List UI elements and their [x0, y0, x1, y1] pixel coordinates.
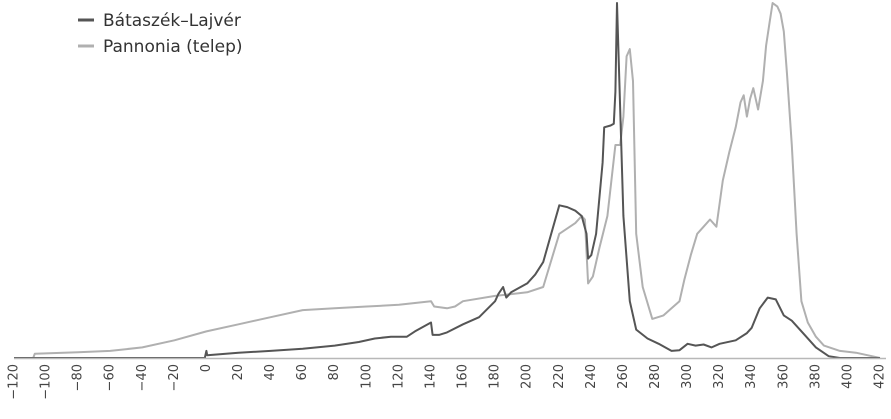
legend-item-bataszek: Bátaszék–Lajvér — [78, 11, 241, 31]
x-tick-label: 240 — [584, 364, 599, 389]
x-tick-label: 140 — [423, 364, 438, 389]
series-line-0 — [14, 2, 880, 359]
x-tick-label: 100 — [359, 364, 374, 389]
x-tick-label: 60 — [295, 364, 310, 381]
x-tick-label: −20 — [167, 364, 182, 391]
x-tick-label: 0 — [199, 364, 214, 372]
legend-label-bataszek: Bátaszék–Lajvér — [103, 11, 241, 31]
series-layer — [14, 2, 881, 359]
x-tick-label: 300 — [680, 364, 695, 389]
x-tick-label: 20 — [231, 364, 246, 381]
legend: Bátaszék–Lajvér Pannonia (telep) — [78, 11, 243, 57]
legend-item-pannonia: Pannonia (telep) — [78, 37, 243, 57]
x-tick-label: 340 — [744, 364, 759, 389]
x-tick-label: 40 — [263, 364, 278, 381]
x-tick-label: 260 — [616, 364, 631, 389]
series-line-1 — [14, 2, 881, 359]
x-tick-label: 180 — [488, 364, 503, 389]
x-tick-label: 400 — [840, 364, 855, 389]
x-tick-label: −100 — [39, 364, 54, 400]
x-tick-label: 280 — [648, 364, 663, 389]
x-tick-label: 200 — [520, 364, 535, 389]
x-tick-label: 120 — [391, 364, 406, 389]
legend-label-pannonia: Pannonia (telep) — [103, 37, 243, 57]
x-tick-label: −120 — [7, 364, 22, 400]
x-tick-label: 360 — [776, 364, 791, 389]
x-tick-label: −60 — [103, 364, 118, 391]
x-tick-label: −40 — [135, 364, 150, 391]
x-axis-tick-labels: −120 −100 −80 −60 −40 −20 0 20 40 60 80 100 120 140 16… — [7, 364, 888, 400]
x-tick-label: 220 — [552, 364, 567, 389]
x-tick-label: 380 — [808, 364, 823, 389]
x-tick-label: 420 — [873, 364, 888, 389]
x-tick-label: 320 — [712, 364, 727, 389]
x-tick-label: 160 — [456, 364, 471, 389]
x-tick-label: −80 — [71, 364, 86, 391]
x-tick-label: 80 — [327, 364, 342, 381]
